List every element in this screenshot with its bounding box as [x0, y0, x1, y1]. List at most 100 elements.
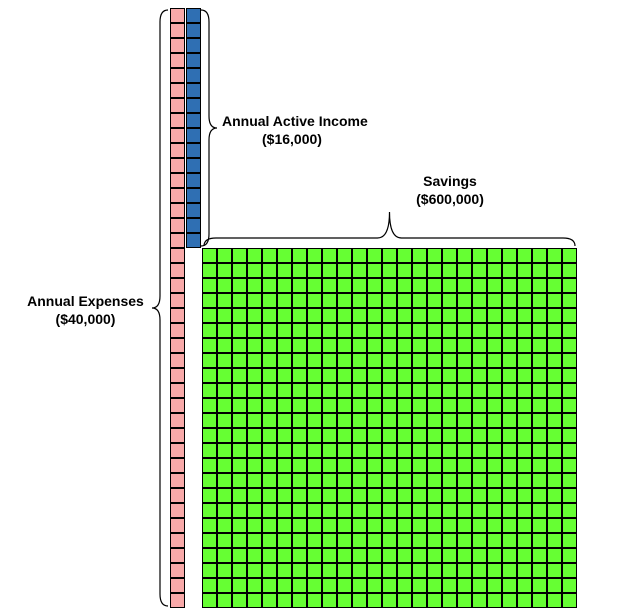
- grid-cell: [397, 458, 412, 473]
- grid-cell: [247, 503, 262, 518]
- grid-cell: [247, 578, 262, 593]
- grid-cell: [502, 353, 517, 368]
- grid-cell: [307, 473, 322, 488]
- grid-cell: [322, 338, 337, 353]
- grid-cell: [277, 503, 292, 518]
- grid-cell: [170, 458, 185, 473]
- grid-cell: [262, 503, 277, 518]
- grid-cell: [247, 548, 262, 563]
- grid-cell: [322, 518, 337, 533]
- grid-cell: [562, 548, 577, 563]
- grid-cell: [277, 563, 292, 578]
- grid-cell: [292, 518, 307, 533]
- grid-cell: [322, 263, 337, 278]
- income-label-line1: Annual Active Income: [222, 113, 368, 129]
- grid-cell: [397, 263, 412, 278]
- grid-cell: [382, 443, 397, 458]
- savings-row: [202, 443, 577, 458]
- grid-cell: [427, 548, 442, 563]
- grid-cell: [202, 413, 217, 428]
- grid-cell: [472, 383, 487, 398]
- grid-cell: [532, 293, 547, 308]
- grid-cell: [217, 458, 232, 473]
- grid-cell: [352, 368, 367, 383]
- grid-cell: [217, 353, 232, 368]
- grid-cell: [532, 503, 547, 518]
- grid-cell: [367, 458, 382, 473]
- grid-cell: [170, 383, 185, 398]
- grid-cell: [307, 368, 322, 383]
- grid-cell: [442, 398, 457, 413]
- grid-cell: [217, 338, 232, 353]
- grid-cell: [517, 533, 532, 548]
- grid-cell: [217, 518, 232, 533]
- grid-cell: [502, 293, 517, 308]
- grid-cell: [352, 518, 367, 533]
- grid-cell: [562, 428, 577, 443]
- grid-cell: [232, 308, 247, 323]
- grid-cell: [202, 383, 217, 398]
- grid-cell: [186, 233, 201, 248]
- grid-cell: [427, 518, 442, 533]
- grid-cell: [547, 533, 562, 548]
- grid-cell: [397, 338, 412, 353]
- grid-cell: [382, 473, 397, 488]
- grid-cell: [412, 563, 427, 578]
- grid-cell: [307, 383, 322, 398]
- grid-cell: [247, 533, 262, 548]
- grid-cell: [532, 533, 547, 548]
- grid-cell: [367, 308, 382, 323]
- grid-cell: [247, 518, 262, 533]
- grid-cell: [322, 503, 337, 518]
- grid-cell: [472, 293, 487, 308]
- grid-cell: [562, 368, 577, 383]
- grid-cell: [502, 473, 517, 488]
- grid-cell: [547, 518, 562, 533]
- grid-cell: [186, 158, 201, 173]
- grid-cell: [367, 368, 382, 383]
- savings-row: [202, 368, 577, 383]
- grid-cell: [547, 548, 562, 563]
- grid-cell: [277, 368, 292, 383]
- grid-cell: [170, 323, 185, 338]
- grid-cell: [532, 263, 547, 278]
- grid-cell: [502, 488, 517, 503]
- grid-cell: [322, 308, 337, 323]
- grid-cell: [397, 308, 412, 323]
- grid-cell: [532, 593, 547, 608]
- grid-cell: [337, 248, 352, 263]
- grid-cell: [186, 143, 201, 158]
- grid-cell: [170, 548, 185, 563]
- grid-cell: [262, 563, 277, 578]
- grid-cell: [397, 323, 412, 338]
- grid-cell: [457, 278, 472, 293]
- grid-cell: [202, 263, 217, 278]
- grid-cell: [487, 428, 502, 443]
- grid-cell: [170, 23, 185, 38]
- grid-cell: [562, 593, 577, 608]
- grid-cell: [337, 458, 352, 473]
- grid-cell: [170, 413, 185, 428]
- grid-cell: [487, 443, 502, 458]
- grid-cell: [502, 383, 517, 398]
- grid-cell: [337, 308, 352, 323]
- grid-cell: [186, 68, 201, 83]
- grid-cell: [337, 563, 352, 578]
- grid-cell: [487, 368, 502, 383]
- grid-cell: [202, 548, 217, 563]
- grid-cell: [562, 308, 577, 323]
- grid-cell: [472, 548, 487, 563]
- grid-cell: [367, 248, 382, 263]
- grid-cell: [382, 533, 397, 548]
- grid-cell: [412, 458, 427, 473]
- grid-cell: [502, 278, 517, 293]
- grid-cell: [397, 593, 412, 608]
- grid-cell: [170, 218, 185, 233]
- grid-cell: [307, 398, 322, 413]
- grid-cell: [457, 368, 472, 383]
- grid-cell: [186, 218, 201, 233]
- grid-cell: [367, 293, 382, 308]
- grid-cell: [547, 383, 562, 398]
- grid-cell: [307, 443, 322, 458]
- grid-cell: [262, 518, 277, 533]
